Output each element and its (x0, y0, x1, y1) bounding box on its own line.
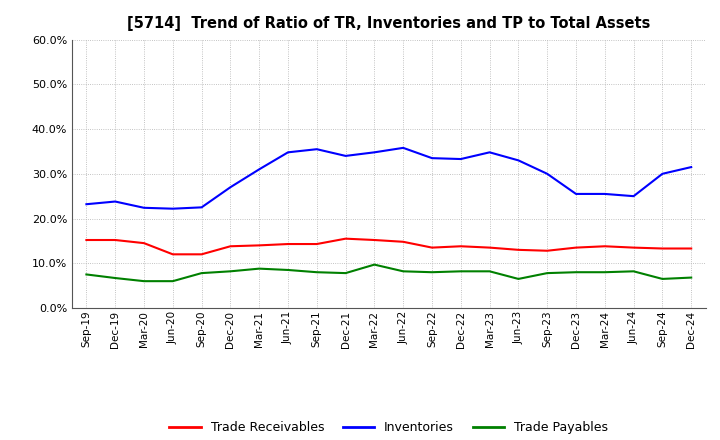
Trade Receivables (485, 245, 494, 250)
Trade Payables (284, 268, 292, 273)
Trade Payables (140, 279, 148, 284)
Trade Payables (456, 269, 465, 274)
Inventories (197, 205, 206, 210)
Trade Receivables (456, 244, 465, 249)
Trade Receivables (629, 245, 638, 250)
Trade Receivables (140, 241, 148, 246)
Inventories (399, 145, 408, 150)
Inventories (168, 206, 177, 211)
Trade Payables (629, 269, 638, 274)
Inventories (255, 167, 264, 172)
Trade Payables (197, 271, 206, 276)
Trade Payables (312, 270, 321, 275)
Inventories (485, 150, 494, 155)
Trade Receivables (543, 248, 552, 253)
Inventories (284, 150, 292, 155)
Trade Payables (82, 272, 91, 277)
Inventories (543, 171, 552, 176)
Trade Payables (600, 270, 609, 275)
Trade Receivables (658, 246, 667, 251)
Inventories (428, 155, 436, 161)
Trade Payables (341, 271, 350, 276)
Inventories (111, 199, 120, 204)
Trade Receivables (312, 242, 321, 247)
Line: Inventories: Inventories (86, 148, 691, 209)
Trade Receivables (197, 252, 206, 257)
Trade Receivables (226, 244, 235, 249)
Trade Receivables (82, 237, 91, 242)
Inventories (226, 185, 235, 190)
Inventories (82, 202, 91, 207)
Trade Payables (572, 270, 580, 275)
Inventories (140, 205, 148, 210)
Inventories (629, 194, 638, 199)
Trade Receivables (600, 244, 609, 249)
Trade Receivables (687, 246, 696, 251)
Trade Payables (399, 269, 408, 274)
Trade Payables (485, 269, 494, 274)
Trade Payables (514, 276, 523, 282)
Legend: Trade Receivables, Inventories, Trade Payables: Trade Receivables, Inventories, Trade Pa… (164, 416, 613, 439)
Inventories (341, 153, 350, 158)
Inventories (658, 171, 667, 176)
Inventories (572, 191, 580, 197)
Trade Receivables (341, 236, 350, 241)
Trade Receivables (111, 237, 120, 242)
Trade Receivables (572, 245, 580, 250)
Line: Trade Receivables: Trade Receivables (86, 238, 691, 254)
Trade Payables (370, 262, 379, 267)
Trade Receivables (428, 245, 436, 250)
Trade Payables (658, 276, 667, 282)
Line: Trade Payables: Trade Payables (86, 264, 691, 281)
Trade Payables (543, 271, 552, 276)
Trade Payables (255, 266, 264, 271)
Inventories (456, 156, 465, 161)
Trade Receivables (399, 239, 408, 245)
Title: [5714]  Trend of Ratio of TR, Inventories and TP to Total Assets: [5714] Trend of Ratio of TR, Inventories… (127, 16, 650, 32)
Trade Receivables (168, 252, 177, 257)
Trade Receivables (370, 237, 379, 242)
Inventories (312, 147, 321, 152)
Inventories (600, 191, 609, 197)
Trade Receivables (514, 247, 523, 253)
Trade Payables (687, 275, 696, 280)
Trade Payables (168, 279, 177, 284)
Inventories (370, 150, 379, 155)
Trade Payables (111, 275, 120, 281)
Inventories (687, 165, 696, 170)
Trade Receivables (284, 242, 292, 247)
Trade Payables (428, 270, 436, 275)
Trade Receivables (255, 243, 264, 248)
Inventories (514, 158, 523, 163)
Trade Payables (226, 269, 235, 274)
